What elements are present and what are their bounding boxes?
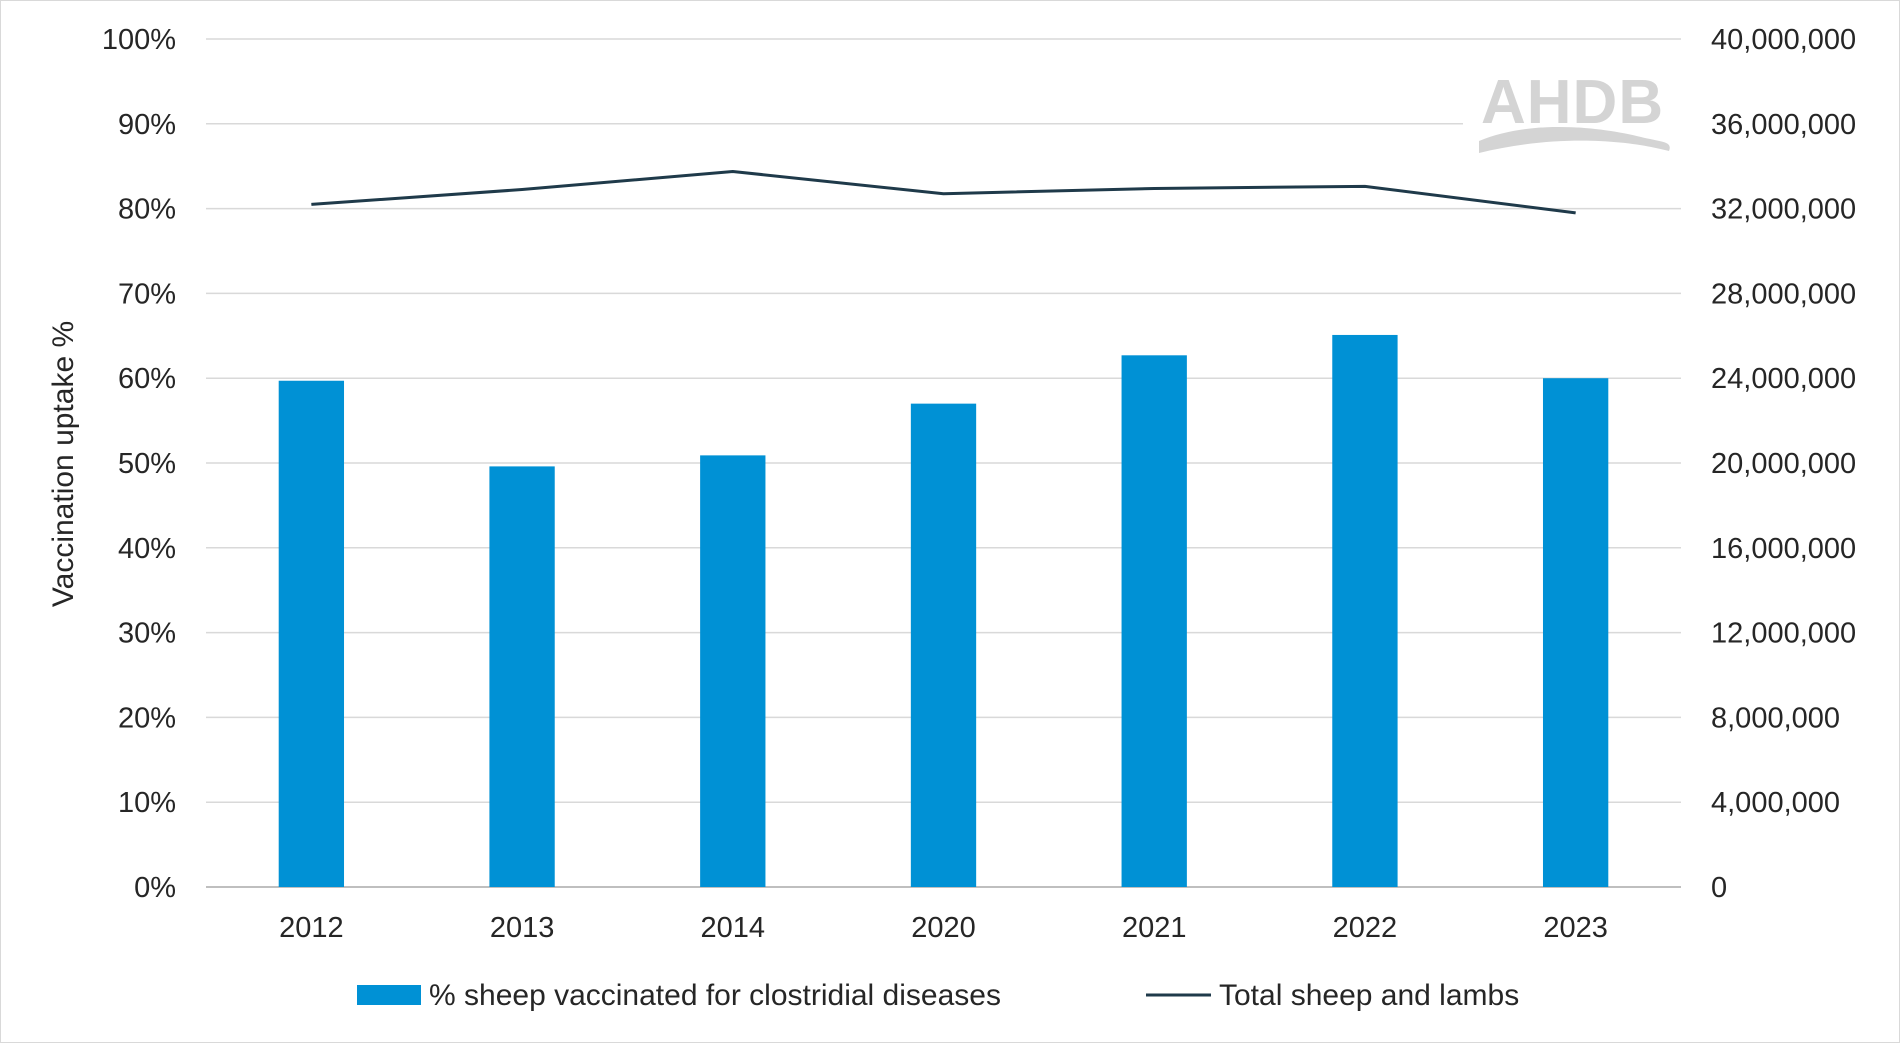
left-tick-label: 90% <box>118 109 176 141</box>
left-tick-label: 20% <box>118 702 176 734</box>
right-tick-label: 12,000,000 <box>1711 618 1856 650</box>
right-tick-label: 8,000,000 <box>1711 702 1840 734</box>
right-tick-label: 20,000,000 <box>1711 448 1856 480</box>
left-tick-label: 0% <box>134 872 176 904</box>
left-tick-label: 80% <box>118 194 176 226</box>
legend-label-bar: % sheep vaccinated for clostridial disea… <box>429 979 1001 1012</box>
x-tick-label: 2022 <box>1333 912 1398 944</box>
bar <box>1122 355 1187 887</box>
bar <box>1543 378 1608 887</box>
right-tick-label: 32,000,000 <box>1711 194 1856 226</box>
x-tick-label: 2023 <box>1543 912 1608 944</box>
bar <box>911 404 976 887</box>
legend-swatch-bar <box>357 985 421 1005</box>
right-tick-label: 16,000,000 <box>1711 533 1856 565</box>
bar <box>279 381 344 887</box>
legend: % sheep vaccinated for clostridial disea… <box>357 979 1519 1012</box>
line-series <box>311 171 1575 213</box>
left-tick-label: 100% <box>102 24 176 56</box>
x-axis-ticks: 2012 2013 2014 2020 2021 2022 2023 <box>279 912 1608 944</box>
right-tick-label: 28,000,000 <box>1711 278 1856 310</box>
left-tick-label: 30% <box>118 618 176 650</box>
left-tick-label: 10% <box>118 787 176 819</box>
series-line <box>311 172 1575 213</box>
right-tick-label: 24,000,000 <box>1711 363 1856 395</box>
x-tick-label: 2020 <box>911 912 976 944</box>
y-axis-title: Vaccination uptake % <box>47 321 80 607</box>
left-tick-label: 40% <box>118 533 176 565</box>
x-tick-label: 2012 <box>279 912 344 944</box>
ahdb-logo-text: AHDB <box>1481 68 1664 137</box>
bar <box>489 466 554 887</box>
bar <box>700 455 765 887</box>
left-axis-ticks: 0% 10% 20% 30% 40% 50% 60% 70% 80% 90% 100% <box>102 24 176 904</box>
left-tick-label: 60% <box>118 363 176 395</box>
right-tick-label: 0 <box>1711 872 1727 904</box>
legend-label-line: Total sheep and lambs <box>1219 979 1519 1012</box>
left-tick-label: 50% <box>118 448 176 480</box>
x-tick-label: 2021 <box>1122 912 1187 944</box>
ahdb-logo-watermark: AHDB <box>1463 61 1683 161</box>
right-tick-label: 36,000,000 <box>1711 109 1856 141</box>
left-tick-label: 70% <box>118 278 176 310</box>
right-axis-ticks: 0 4,000,000 8,000,000 12,000,000 16,000,000 2… <box>1711 24 1856 904</box>
right-tick-label: 40,000,000 <box>1711 24 1856 56</box>
x-tick-label: 2013 <box>490 912 555 944</box>
x-tick-label: 2014 <box>701 912 766 944</box>
right-tick-label: 4,000,000 <box>1711 787 1840 819</box>
bar-series <box>279 335 1609 887</box>
bar <box>1332 335 1397 887</box>
